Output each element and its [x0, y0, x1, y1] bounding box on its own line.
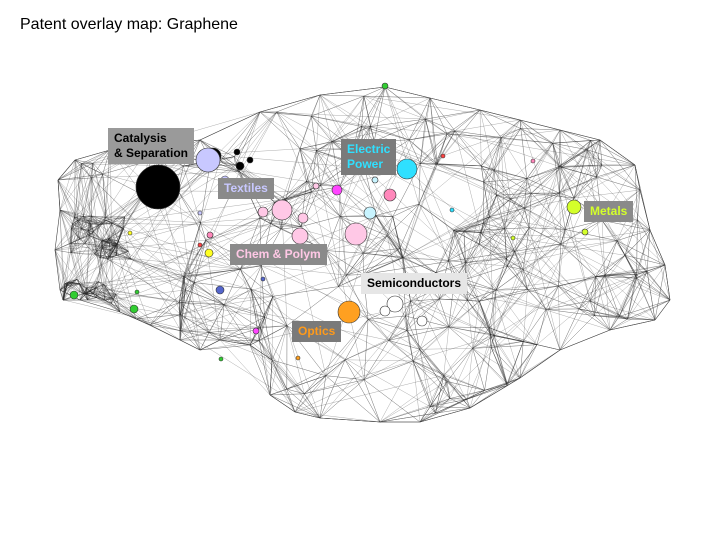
node-electric-small — [371, 176, 379, 184]
label-metals: Metals — [584, 201, 634, 222]
node-chem-small — [312, 182, 320, 190]
node-magenta — [331, 184, 343, 196]
node-metals-small — [510, 235, 516, 241]
label-catalysis-separation: Catalysis & Separation — [108, 128, 195, 164]
node-optics-small — [295, 355, 301, 361]
node-pink — [383, 188, 397, 202]
node-catalysis-small — [235, 161, 245, 171]
node-semiconductors — [379, 305, 391, 317]
node-green — [218, 356, 224, 362]
node-semiconductors — [386, 295, 404, 313]
node-chem — [297, 212, 309, 224]
node-yellow — [127, 230, 133, 236]
node-catalysis-small — [233, 148, 241, 156]
node-catalysis-large — [135, 164, 181, 210]
node-textiles-small — [197, 210, 203, 216]
node-electric-power — [396, 158, 418, 180]
node-chem — [291, 227, 309, 245]
node-green — [69, 290, 79, 300]
node-red — [197, 242, 203, 248]
node-blue — [260, 276, 266, 282]
node-chem-large — [344, 222, 368, 246]
node-optics — [337, 300, 361, 324]
node-yellow — [204, 248, 214, 258]
node-chem — [257, 206, 269, 218]
node-green — [134, 289, 140, 295]
label-semiconductors: Semiconductors — [361, 273, 468, 294]
network-edges — [54, 86, 671, 423]
node-chem-large — [271, 199, 293, 221]
node-metals-small — [581, 228, 589, 236]
node-magenta — [252, 327, 260, 335]
label-textiles: Textiles — [218, 178, 274, 199]
node-textiles-large — [195, 147, 221, 173]
network-nodes — [69, 82, 589, 362]
label-chem-polym: Chem & Polym — [230, 244, 327, 265]
node-green — [129, 304, 139, 314]
node-blue — [215, 285, 225, 295]
node-green — [381, 82, 389, 90]
edge-mesh — [54, 86, 671, 423]
node-pink — [206, 231, 214, 239]
label-electric-power: Electric Power — [341, 139, 397, 175]
map-title: Patent overlay map: Graphene — [20, 16, 238, 33]
label-optics: Optics — [292, 321, 342, 342]
node-catalysis-small — [246, 156, 254, 164]
node-semiconductors — [416, 315, 428, 327]
node-metals — [566, 199, 582, 215]
node-pink — [530, 158, 536, 164]
node-red — [440, 153, 446, 159]
node-electric — [363, 206, 377, 220]
node-electric-small — [449, 207, 455, 213]
